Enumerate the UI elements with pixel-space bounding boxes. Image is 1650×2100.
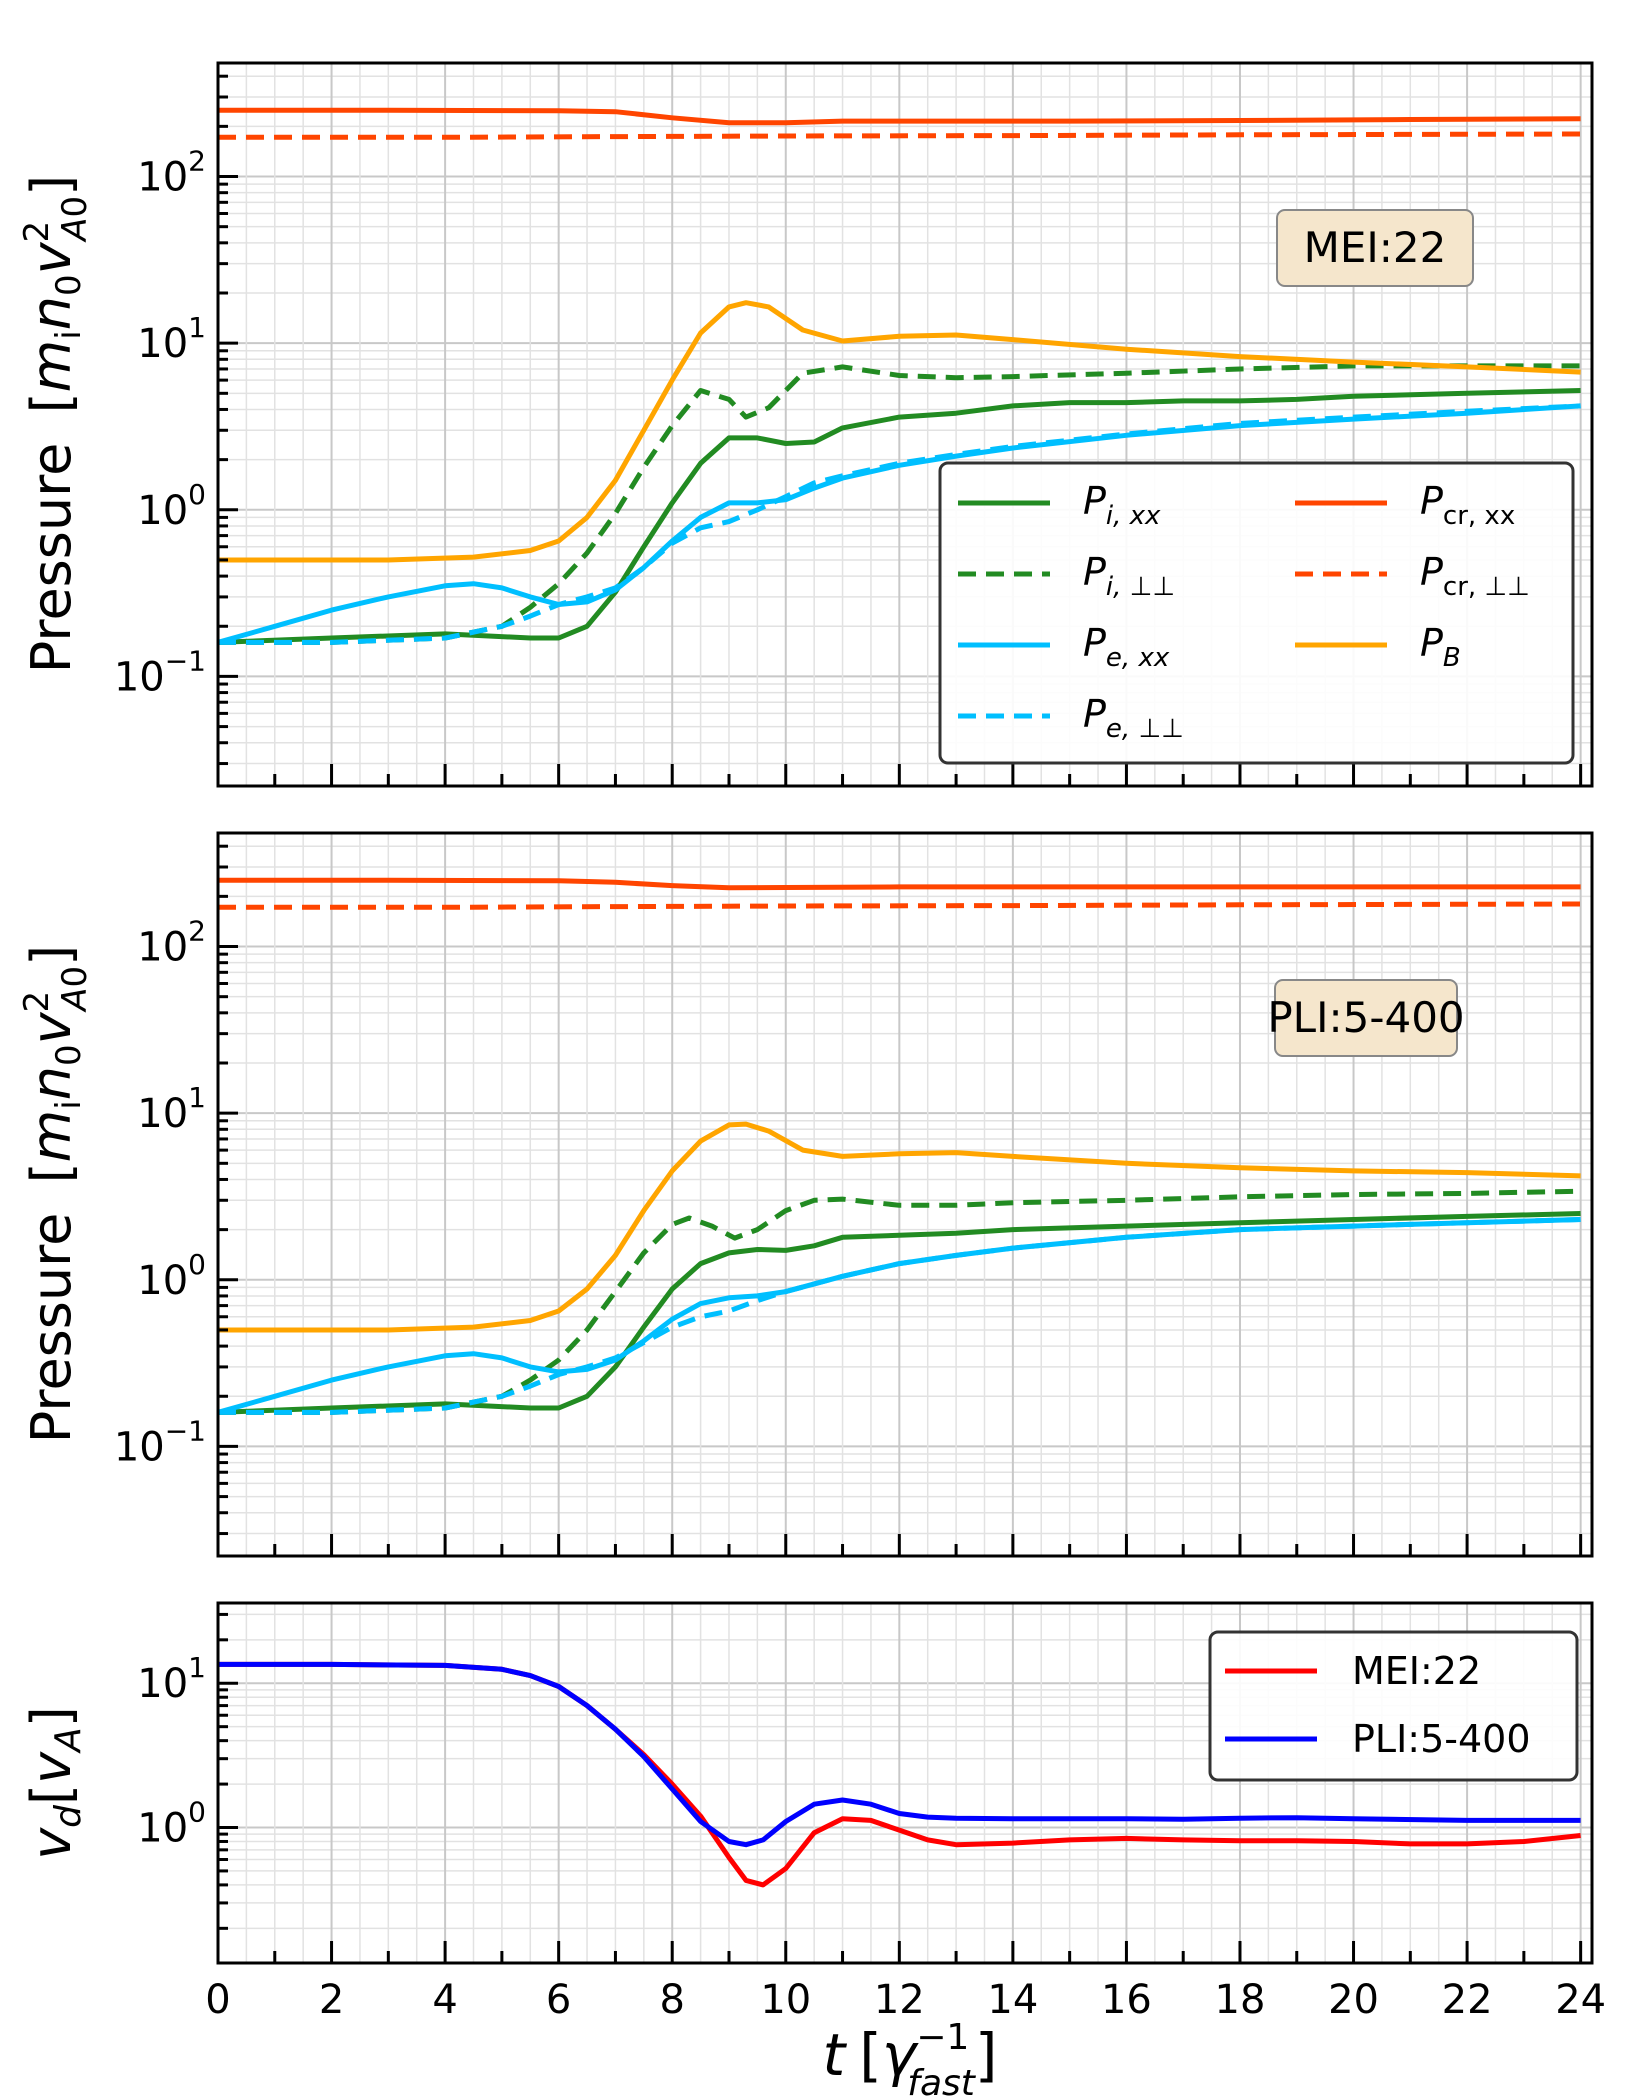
y-tick-label: 10−1 <box>114 644 206 700</box>
svg-text:PLI:5-400: PLI:5-400 <box>1352 1717 1531 1761</box>
x-tick-label: 0 <box>205 1977 230 2023</box>
y-tick-label: 100 <box>137 1248 206 1304</box>
xlabel: t [γ−1 fast] <box>822 2017 997 2100</box>
series-line <box>218 1188 1581 1415</box>
svg-text:MEI:22: MEI:22 <box>1352 1649 1481 1693</box>
svg-text:PLI:5-400: PLI:5-400 <box>1267 993 1464 1042</box>
legend-item-pcr-xx: Pcr, xx <box>1295 479 1515 531</box>
series-line <box>218 901 1581 910</box>
series-line <box>218 388 1581 645</box>
svg-text:MEI:22: MEI:22 <box>1304 223 1447 272</box>
x-tick-label: 18 <box>1215 1977 1266 2023</box>
ylabel-drift-velocity: vd[vA] <box>20 1706 89 1860</box>
svg-text:Pi, ⊥⊥: Pi, ⊥⊥ <box>1083 550 1175 602</box>
annotation-mei: MEI:22 <box>1276 209 1474 287</box>
axes-frame <box>216 831 1594 1558</box>
y-tick-label: 10−1 <box>114 1414 206 1470</box>
grid <box>217 1603 1592 1963</box>
annotation-pli: PLI:5-400 <box>1267 979 1465 1057</box>
svg-text:Pi, xx: Pi, xx <box>1083 479 1161 531</box>
svg-text:PB: PB <box>1420 621 1461 673</box>
legend-item-pe-xx: Pe, xx <box>958 621 1170 673</box>
series-line <box>218 877 1581 891</box>
y-tick-label: 101 <box>137 1651 206 1707</box>
svg-text:Pe, ⊥⊥: Pe, ⊥⊥ <box>1083 692 1184 744</box>
legend-item-pi-perp: Pi, ⊥⊥ <box>958 550 1175 602</box>
y-tick-label: 101 <box>137 311 206 367</box>
legend-item-pli: PLI:5-400 <box>1225 1717 1531 1761</box>
svg-text:Pcr, ⊥⊥: Pcr, ⊥⊥ <box>1420 550 1530 602</box>
x-tick-label: 14 <box>987 1977 1038 2023</box>
x-tick-label: 2 <box>319 1977 344 2023</box>
x-tick-label: 20 <box>1328 1977 1379 2023</box>
x-tick-label: 16 <box>1101 1977 1152 2023</box>
series-line <box>218 1211 1581 1415</box>
legend-item-pe-perp: Pe, ⊥⊥ <box>958 692 1184 744</box>
series-line <box>218 1121 1581 1333</box>
grid <box>217 833 1592 1556</box>
ylabel-pressure-middle: Pressure [min0v2A0] <box>17 945 95 1443</box>
series-line <box>218 403 1581 645</box>
x-tick-label: 8 <box>659 1977 684 2023</box>
y-tick-label: 102 <box>137 145 206 201</box>
x-tick-label: 24 <box>1555 1977 1606 2023</box>
y-tick-label: 102 <box>137 915 206 971</box>
svg-text:Pe, xx: Pe, xx <box>1083 621 1170 673</box>
legend-item-pi-xx: Pi, xx <box>958 479 1161 531</box>
legend-item-pb: PB <box>1295 621 1461 673</box>
series-line <box>218 1661 1581 1848</box>
axes-frame <box>216 61 1594 788</box>
legend-item-pcr-perp: Pcr, ⊥⊥ <box>1295 550 1530 602</box>
svg-text:Pressure [min0v2A0]: Pressure [min0v2A0] <box>17 945 95 1443</box>
x-tick-label: 10 <box>760 1977 811 2023</box>
legend-drift-velocity: MEI:22 PLI:5-400 <box>1208 1630 1579 1782</box>
series-group <box>218 877 1581 1415</box>
x-tick-label: 12 <box>874 1977 925 2023</box>
ylabel-pressure-top: Pressure [min0v2A0] <box>17 175 95 673</box>
svg-text:vd[vA]: vd[vA] <box>20 1706 89 1860</box>
y-tick-label: 101 <box>137 1081 206 1137</box>
x-tick-label: 6 <box>546 1977 571 2023</box>
panel-pressure-mei: 102 101 100 10−1 <box>114 61 1594 788</box>
series-group <box>218 1661 1581 1888</box>
series-line <box>218 363 1581 645</box>
svg-text:Pcr, xx: Pcr, xx <box>1420 479 1515 531</box>
y-tick-label: 100 <box>137 478 206 534</box>
series-line <box>218 131 1581 140</box>
y-tick-label: 100 <box>137 1796 206 1852</box>
series-line <box>218 300 1581 563</box>
panel-pressure-pli: 102 101 100 10−1 <box>114 831 1594 1558</box>
series-group <box>218 107 1581 645</box>
series-line <box>218 1217 1581 1415</box>
x-tick-label: 22 <box>1442 1977 1493 2023</box>
legend-pressure: Pi, xx Pi, ⊥⊥ Pe, xx Pe, ⊥⊥ Pcr, xx Pcr,… <box>938 461 1575 765</box>
x-tick-label: 4 <box>432 1977 457 2023</box>
legend-item-mei: MEI:22 <box>1225 1649 1481 1693</box>
series-line <box>218 107 1581 126</box>
svg-text:Pressure [min0v2A0]: Pressure [min0v2A0] <box>17 175 95 673</box>
